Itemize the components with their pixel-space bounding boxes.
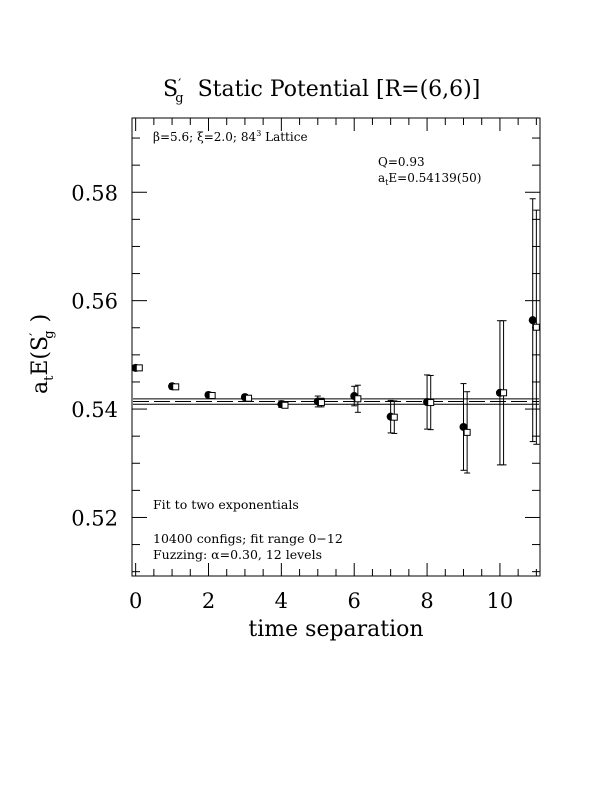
x-tick-label: 0 (129, 589, 142, 613)
lattice-size: 84 (241, 130, 257, 144)
fit-type-annotation: Fit to two exponentials (153, 497, 299, 512)
lattice-beta: β=5.6; (153, 130, 193, 144)
y-label-prime: ′ (28, 333, 44, 336)
fit-band (133, 398, 539, 405)
x-tick-label: 10 (487, 589, 514, 613)
data-point-square (245, 394, 253, 402)
fit-result-annotation: atE=0.54139(50) (378, 171, 481, 187)
data-point-square (354, 395, 362, 403)
data-point-circle (528, 316, 537, 325)
data-point-square (427, 399, 435, 407)
y-label-body: E(S (28, 336, 53, 376)
title-prime: ′ (178, 77, 181, 93)
data-point-square (500, 389, 508, 397)
data-point-square (390, 413, 398, 421)
y-axis-label: atE(S′g) (28, 314, 57, 394)
fit-result-t: t (385, 178, 389, 187)
data-points (131, 198, 540, 474)
y-tick-label: 0.58 (71, 181, 118, 205)
lattice-xi: ξ=2.0; (197, 130, 237, 144)
data-point-square (463, 428, 471, 436)
title-subscript: g (175, 91, 183, 106)
fuzzing-alpha: α (211, 547, 220, 562)
chart-title: S′ g Static Potential [R=(6,6)] (163, 77, 480, 106)
q-annotation: Q=0.93 (378, 155, 425, 169)
y-label-a: a (28, 381, 53, 394)
data-point-square (208, 392, 216, 400)
x-tick-label: 4 (275, 589, 288, 613)
lattice-word: Lattice (261, 130, 307, 144)
lattice-annotation: β=5.6; ξ=2.0; 843 Lattice (153, 129, 308, 144)
data-point-square (532, 323, 540, 331)
axis-ticks (132, 118, 540, 576)
y-label-t: t (42, 375, 57, 381)
configs-annotation: 10400 configs; fit range 0−12 (153, 531, 343, 546)
x-tick-label: 2 (202, 589, 215, 613)
title-rest: Static Potential [R=(6,6)] (198, 77, 481, 102)
data-point-square (317, 399, 325, 407)
y-tick-label: 0.52 (71, 506, 118, 530)
data-point-square (135, 364, 143, 372)
x-tick-label: 8 (420, 589, 433, 613)
data-point-square (281, 401, 289, 409)
y-tick-label: 0.56 (71, 290, 118, 314)
x-tick-labels: 0 2 4 6 8 10 (129, 589, 513, 613)
title-symbol: S (163, 77, 178, 102)
x-axis-label: time separation (248, 617, 423, 642)
x-tick-label: 6 (348, 589, 361, 613)
y-tick-label: 0.54 (71, 398, 118, 422)
data-point-square (172, 383, 180, 391)
fit-result-a: a (378, 171, 385, 185)
lattice-sup: 3 (256, 129, 261, 138)
fuzzing-annotation: Fuzzing: α=0.30, 12 levels (153, 547, 322, 562)
y-tick-labels: 0.52 0.54 0.56 0.58 (71, 181, 118, 530)
fuzzing-suffix: =0.30, 12 levels (220, 547, 322, 562)
fit-result-value: E=0.54139(50) (388, 171, 481, 185)
y-label-close: ) (28, 314, 53, 323)
fuzzing-prefix: Fuzzing: (153, 547, 211, 562)
y-label-g: g (42, 330, 57, 338)
